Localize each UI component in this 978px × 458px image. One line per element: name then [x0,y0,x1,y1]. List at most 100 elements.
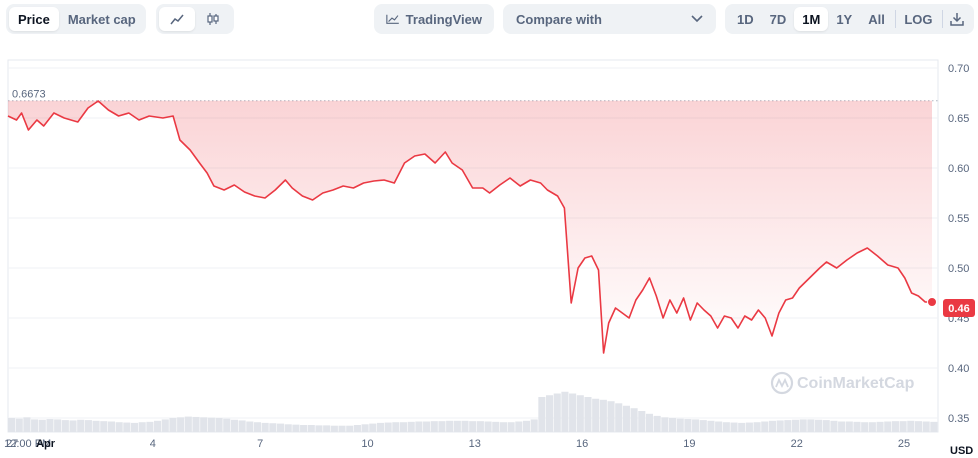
line-chart-icon[interactable] [159,7,195,31]
volume-bar [668,418,677,432]
volume-bar [845,421,853,432]
y-tick-label: 0.40 [948,363,969,375]
current-price-label: 0.46 [948,303,969,315]
volume-bar [853,421,861,432]
range-7d[interactable]: 7D [769,11,787,27]
coinmarketcap-watermark: CoinMarketCap [770,371,915,395]
volume-bar [92,420,100,432]
volume-bar [645,413,654,432]
volume-bar [499,422,507,432]
volume-bar [438,421,446,432]
volume-bar [515,421,523,432]
volume-bar [69,420,77,432]
tradingview-button[interactable]: TradingView [377,7,491,31]
volume-bar [461,420,469,432]
compare-with-label: Compare with [516,11,602,27]
volume-bar [307,425,315,432]
volume-bar [907,420,915,432]
volume-bar [15,418,23,432]
volume-bar [430,421,438,432]
x-tick-label: 10 [361,438,373,450]
volume-bar [23,417,31,432]
log-scale-button[interactable]: LOG [904,11,933,27]
volume-bar [84,420,92,432]
volume-bar [891,421,899,432]
volume-bar [799,419,807,432]
volume-bar [653,415,661,432]
price-area-fill [8,100,932,353]
tradingview-label: TradingView [405,11,482,27]
volume-bar [446,420,454,432]
volume-bar [753,422,761,432]
price-line[interactable] [7,100,932,354]
volume-bar [684,419,692,432]
volume-bar [407,421,415,432]
range-1m[interactable]: 1M [794,7,829,31]
volume-bar [838,421,846,432]
volume-bar [54,419,62,432]
volume-bar [8,418,16,432]
volume-bar [392,422,400,432]
volume-bar [807,419,815,432]
tradingview-group: TradingView [374,4,494,34]
metric-tab-group: Price Market cap [6,4,146,34]
current-price-badge [943,299,975,317]
chart-style-group [156,4,234,34]
volume-bar [768,420,776,432]
volume-bar [77,419,85,432]
volume-bar [338,425,346,432]
volume-bar [415,421,423,432]
volume-bar [161,419,169,432]
volume-bar [230,419,238,432]
volume-bar [561,391,569,432]
volume-bar [369,423,377,432]
coinmarketcap-logo-icon [770,371,794,395]
volume-bar [200,417,208,432]
volume-bar [861,422,869,432]
volume-bar [607,401,615,432]
volume-bar [107,421,116,432]
compare-with-select[interactable]: Compare with [503,4,716,34]
range-1d[interactable]: 1D [737,11,754,27]
volume-bar [31,419,39,432]
tab-market-cap[interactable]: Market cap [67,11,136,27]
range-1y[interactable]: 1Y [836,11,853,27]
volume-bar [730,422,738,432]
volume-bar [269,423,277,432]
volume-bar [776,420,784,432]
x-tick-label: 13 [469,438,481,450]
volume-bar [115,422,123,432]
volume-bar [599,399,607,432]
volume-bar [761,421,769,432]
x-tick-label: 19 [683,438,695,450]
volume-bar [622,405,630,432]
current-price-dot[interactable] [927,297,937,307]
y-tick-label: 0.70 [948,63,969,75]
y-tick-label: 0.50 [948,263,969,275]
volume-bar [423,421,431,432]
volume-bar [261,422,269,432]
volume-bar [476,421,484,432]
range-all[interactable]: All [868,11,885,27]
volume-bar [784,420,792,432]
volume-bar [692,419,700,432]
volume-bar [46,419,54,432]
volume-bar [868,422,876,432]
x-tick-label: 22 [791,438,803,450]
currency-label: USD [950,445,973,457]
volume-bar [830,420,838,432]
download-icon[interactable] [944,7,970,31]
volume-bar [330,425,338,432]
volume-bar [507,422,515,432]
y-tick-label: 0.55 [948,213,969,225]
time-range-group: 1D 7D 1M 1Y All LOG [725,4,974,34]
volume-bar [522,420,531,432]
tab-price[interactable]: Price [9,7,59,31]
volume-bar [453,420,461,432]
candlestick-icon[interactable] [195,7,231,31]
x-tick-label: 12:00 PM [4,438,51,450]
volume-bar [707,420,715,432]
volume-bar [376,422,385,432]
volume-bar [876,421,884,432]
